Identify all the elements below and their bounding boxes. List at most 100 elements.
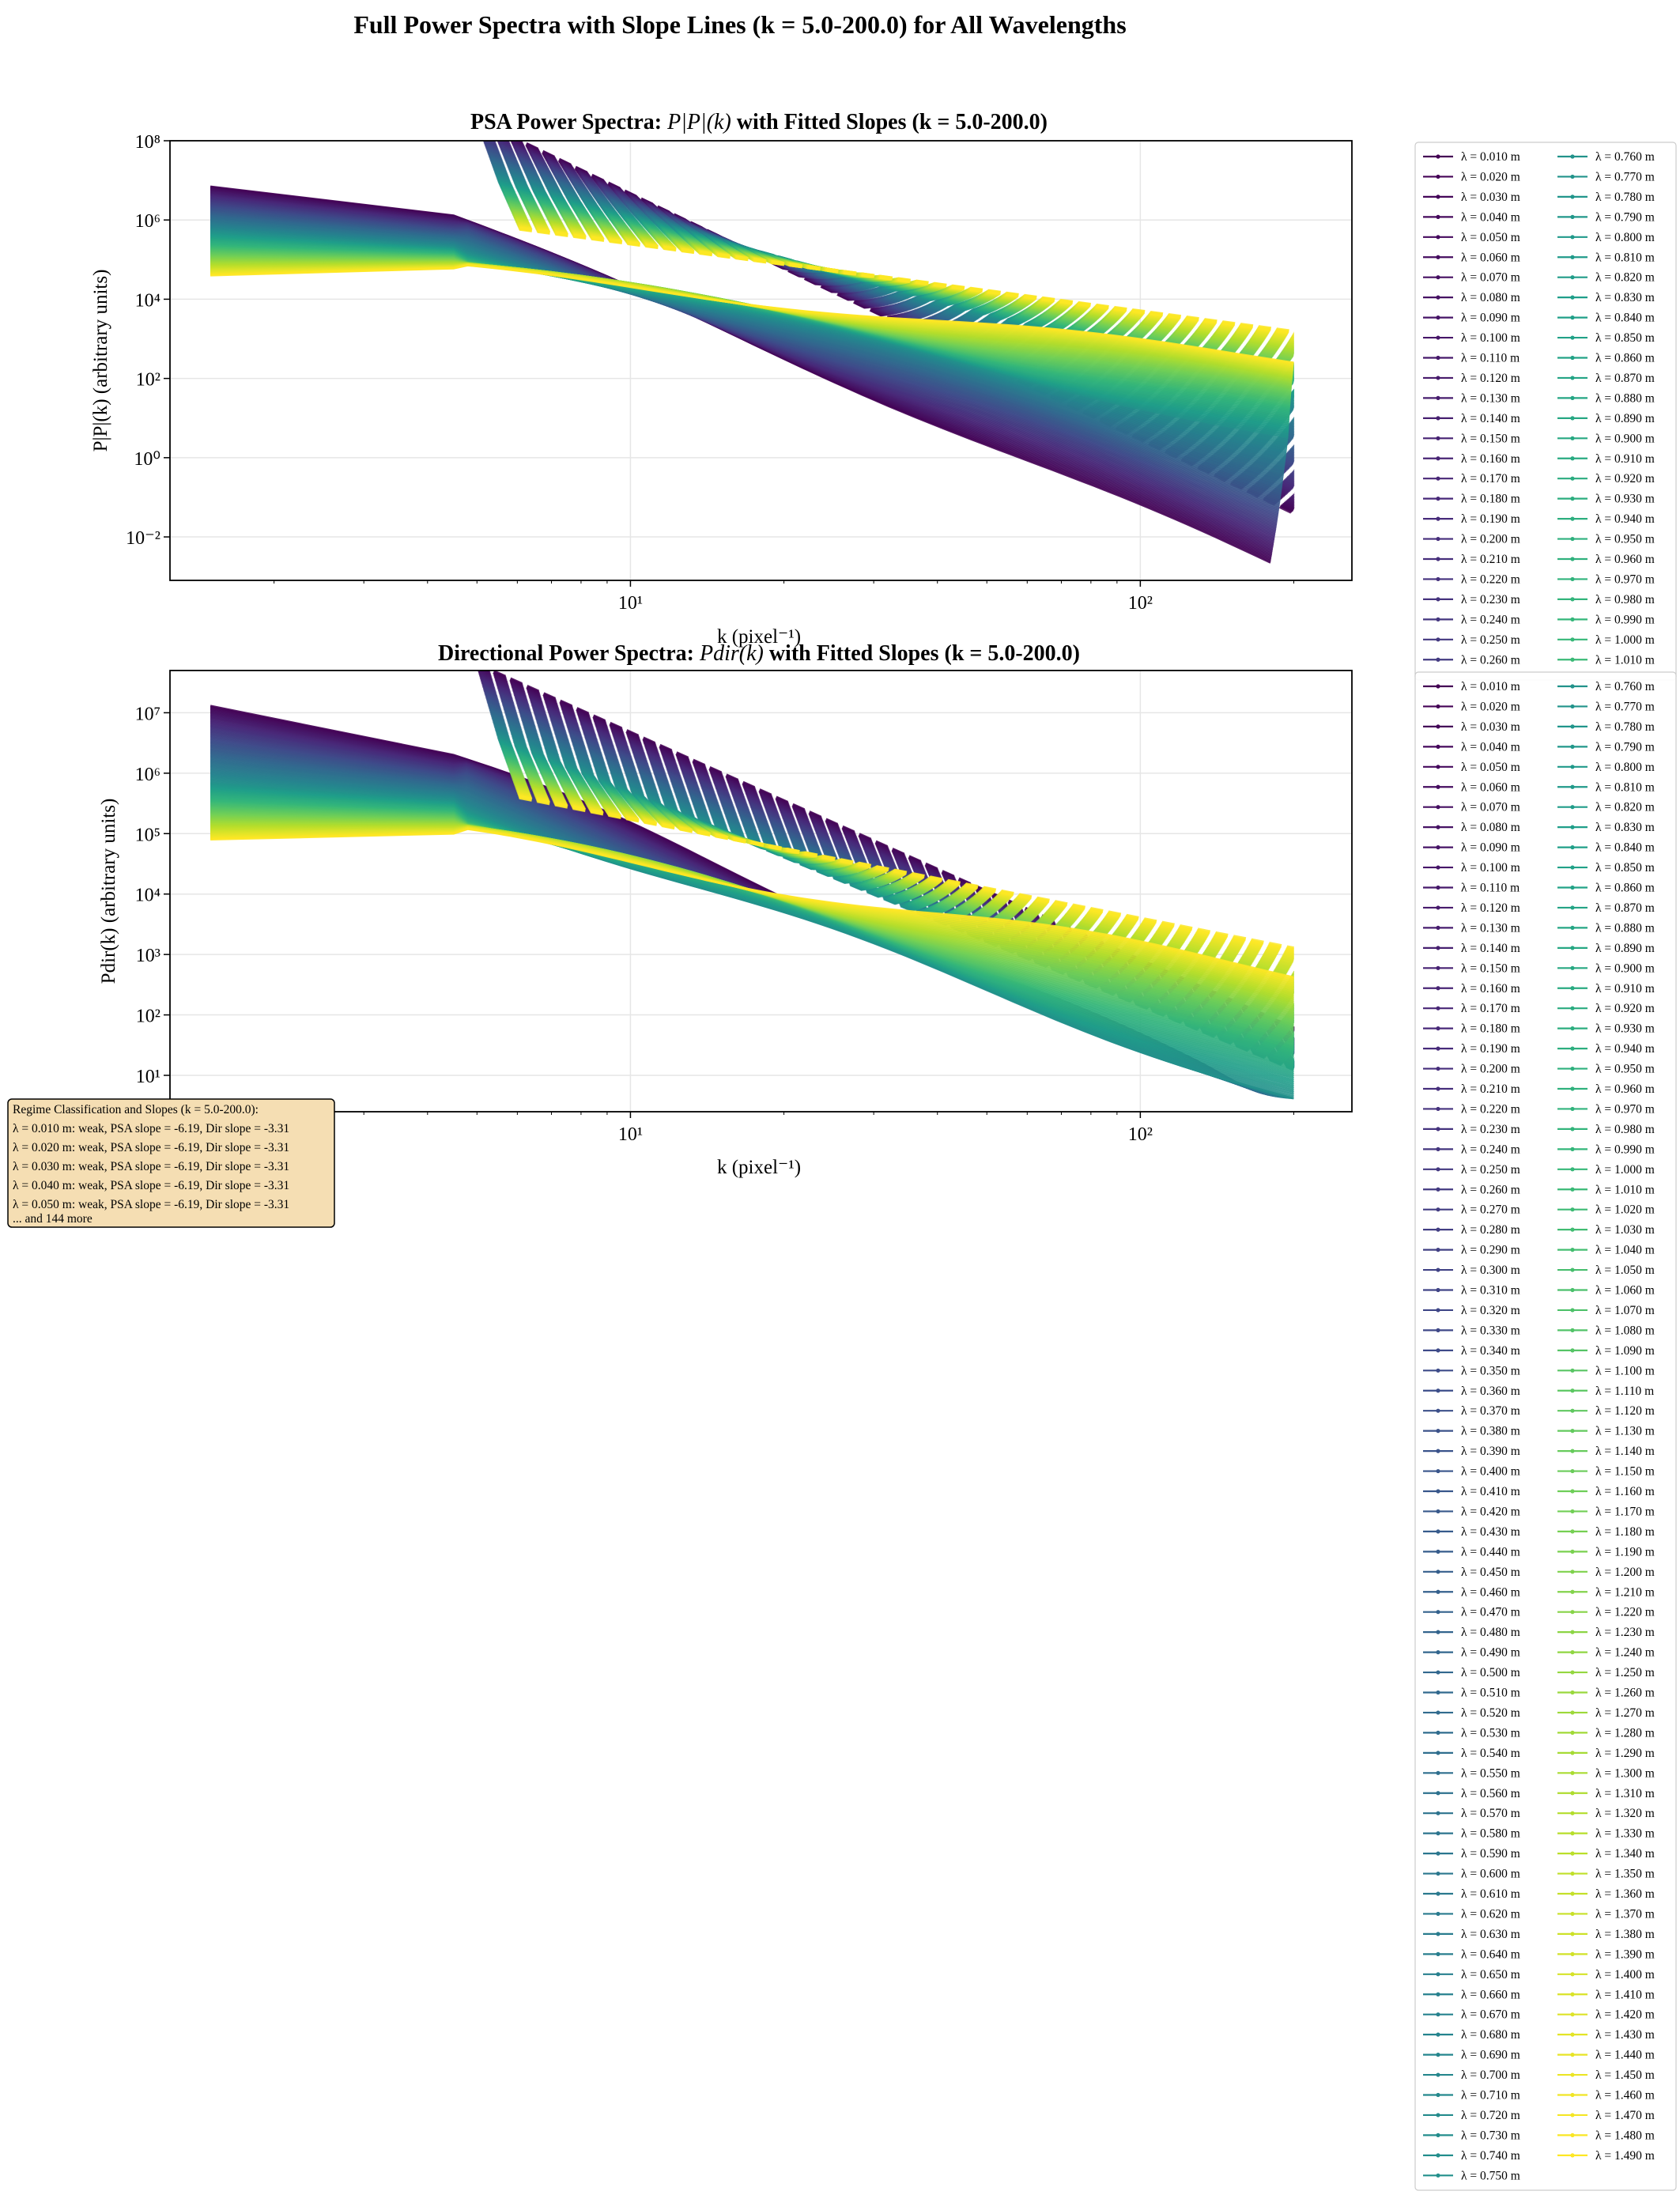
legend-marker [1570, 536, 1575, 542]
legend-marker [1436, 1610, 1440, 1615]
legend-marker [1436, 946, 1440, 950]
legend-label: λ = 0.930 m [1595, 1022, 1655, 1036]
legend-marker [1570, 724, 1575, 729]
legend-marker [1436, 1026, 1440, 1031]
slope-line [519, 226, 1294, 334]
legend-label: λ = 0.210 m [1461, 1082, 1520, 1096]
legend-label: λ = 0.840 m [1595, 312, 1655, 325]
legend-marker [1570, 1147, 1575, 1151]
legend-marker [1436, 1932, 1440, 1936]
legend-label: λ = 1.280 m [1595, 1726, 1655, 1740]
legend-label: λ = 1.190 m [1595, 1545, 1655, 1558]
legend-label: λ = 0.060 m [1461, 251, 1520, 264]
legend-label: λ = 0.290 m [1461, 1244, 1520, 1257]
legend-label: λ = 0.510 m [1461, 1687, 1520, 1700]
legend-label: λ = 1.230 m [1595, 1626, 1655, 1639]
legend-label: λ = 0.950 m [1595, 1063, 1655, 1076]
legend-marker [1570, 1207, 1575, 1212]
legend-label: λ = 0.540 m [1461, 1747, 1520, 1760]
legend-label: λ = 1.210 m [1595, 1585, 1655, 1599]
legend-label: λ = 1.170 m [1595, 1505, 1655, 1518]
annotation-line: λ = 0.040 m: weak, PSA slope = -6.19, Di… [13, 1179, 289, 1192]
legend-marker [1436, 1489, 1440, 1494]
legend-marker [1436, 1791, 1440, 1796]
legend-label: λ = 0.940 m [1595, 512, 1655, 526]
legend-marker [1436, 1449, 1440, 1453]
legend-label: λ = 0.010 m [1461, 680, 1520, 693]
legend-label: λ = 1.080 m [1595, 1324, 1655, 1337]
legend-marker [1570, 2072, 1575, 2077]
legend-marker [1436, 724, 1440, 729]
legend-marker [1436, 355, 1440, 361]
legend-marker [1570, 1670, 1575, 1675]
legend-label: λ = 0.250 m [1461, 633, 1520, 647]
legend-marker [1436, 1650, 1440, 1655]
legend-marker [1436, 235, 1440, 240]
legend-marker [1436, 1630, 1440, 1634]
legend-marker [1436, 805, 1440, 810]
legend-label: λ = 0.180 m [1461, 493, 1520, 506]
legend-marker [1570, 1026, 1575, 1031]
legend-label: λ = 1.480 m [1595, 2129, 1655, 2142]
legend-label: λ = 0.450 m [1461, 1566, 1520, 1579]
legend-label: λ = 0.550 m [1461, 1766, 1520, 1780]
psa-ylabel: P|P|(k) (arbitrary units) [90, 270, 111, 452]
legend-marker [1436, 1147, 1440, 1151]
legend-label: λ = 0.100 m [1461, 331, 1520, 345]
legend-label: λ = 1.490 m [1595, 2149, 1655, 2163]
legend-marker [1436, 476, 1440, 481]
legend-marker [1570, 1630, 1575, 1634]
legend-marker [1570, 1690, 1575, 1695]
legend-marker [1436, 2072, 1440, 2077]
legend-marker [1570, 1891, 1575, 1896]
legend-label: λ = 0.090 m [1461, 312, 1520, 325]
legend-label: λ = 0.890 m [1595, 412, 1655, 425]
legend-label: λ = 0.840 m [1595, 841, 1655, 855]
legend-label: λ = 0.920 m [1595, 1002, 1655, 1015]
legend-label: λ = 0.880 m [1595, 921, 1655, 935]
legend-label: λ = 1.150 m [1595, 1465, 1655, 1479]
legend-label: λ = 0.810 m [1595, 780, 1655, 794]
legend-label: λ = 0.670 m [1461, 2008, 1520, 2022]
legend-marker [1436, 1086, 1440, 1091]
legend-label: λ = 0.180 m [1461, 1022, 1520, 1036]
legend-marker [1436, 154, 1440, 159]
legend-marker [1570, 456, 1575, 461]
legend-label: λ = 0.580 m [1461, 1827, 1520, 1841]
legend-marker [1570, 1368, 1575, 1373]
legend-marker [1570, 255, 1575, 259]
legend-marker [1436, 1891, 1440, 1896]
y-tick-label: 10² [136, 370, 160, 391]
legend-marker [1436, 1871, 1440, 1876]
legend-marker [1570, 1429, 1575, 1434]
legend-marker [1436, 784, 1440, 789]
series-group [210, 141, 1295, 564]
legend-marker [1570, 784, 1575, 789]
legend-marker [1436, 576, 1440, 582]
legend-marker [1570, 1650, 1575, 1655]
legend-marker [1570, 657, 1575, 662]
legend-marker [1436, 986, 1440, 991]
legend-label: λ = 0.910 m [1595, 982, 1655, 995]
legend-label: λ = 0.970 m [1595, 572, 1655, 586]
figure-title: Full Power Spectra with Slope Lines (k =… [353, 10, 1126, 39]
legend-marker [1570, 1951, 1575, 1956]
legend-marker [1436, 1529, 1440, 1534]
legend-label: λ = 0.150 m [1461, 961, 1520, 975]
legend-label: λ = 0.110 m [1461, 882, 1520, 895]
legend-label: λ = 0.410 m [1461, 1485, 1520, 1498]
legend-label: λ = 1.160 m [1595, 1485, 1655, 1498]
x-tick-label: 10² [1128, 1124, 1153, 1145]
legend-marker [1436, 516, 1440, 521]
legend-label: λ = 0.190 m [1461, 1042, 1520, 1056]
legend-label: λ = 0.570 m [1461, 1807, 1520, 1820]
legend-label: λ = 0.380 m [1461, 1425, 1520, 1438]
legend-label: λ = 1.450 m [1595, 2068, 1655, 2082]
legend-label: λ = 1.470 m [1595, 2109, 1655, 2122]
legend-marker [1436, 1066, 1440, 1071]
legend-marker [1570, 704, 1575, 709]
legend-marker [1570, 1751, 1575, 1755]
legend-marker [1570, 1770, 1575, 1775]
legend-label: λ = 0.030 m [1461, 720, 1520, 734]
legend-marker [1570, 1851, 1575, 1856]
